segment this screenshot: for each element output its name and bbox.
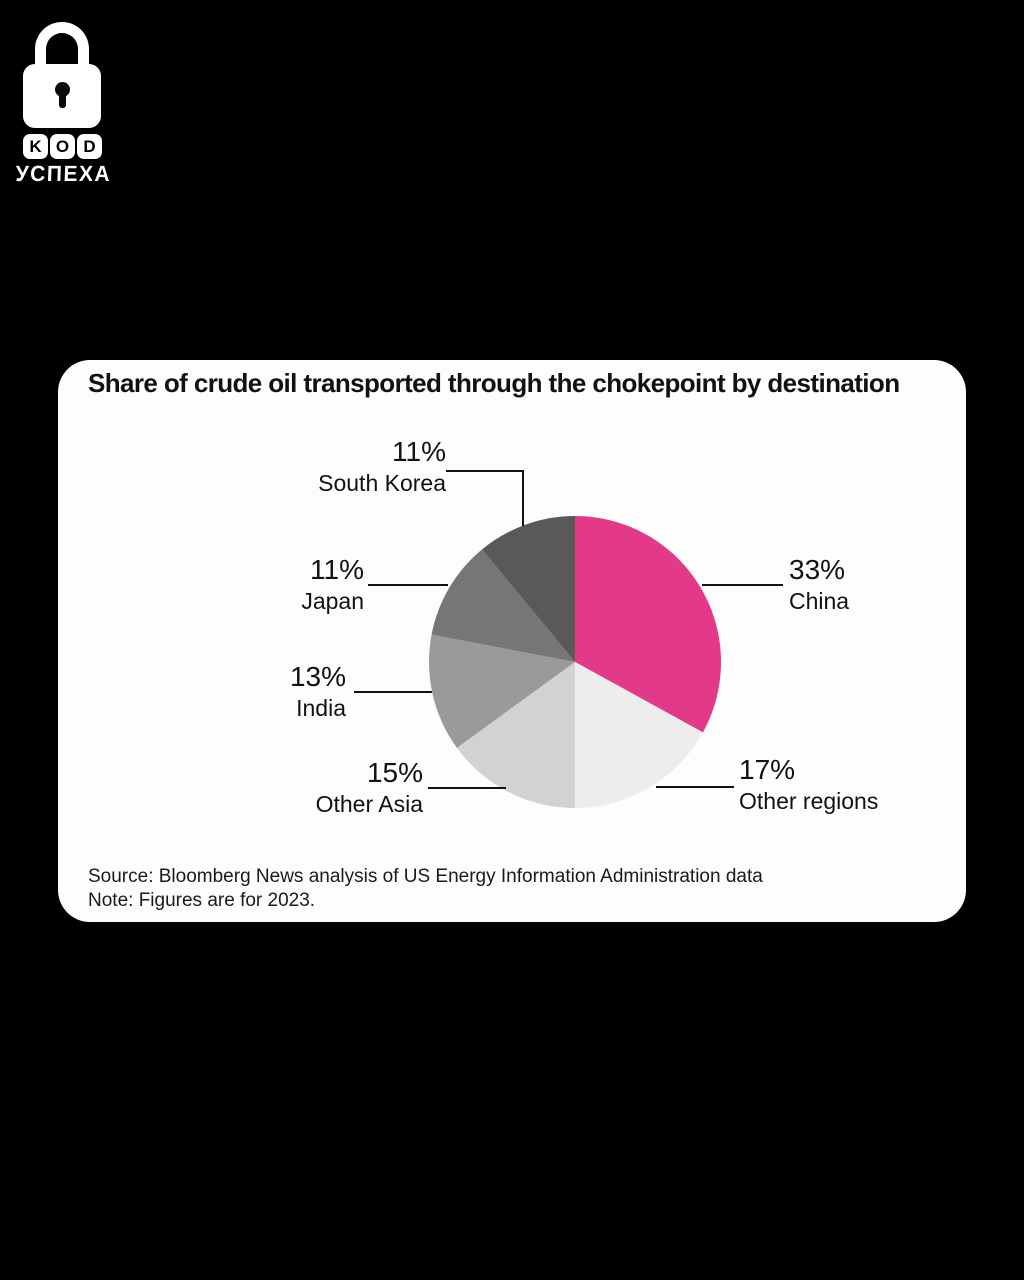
source-text: Source: Bloomberg News analysis of US En… (88, 866, 763, 887)
callout-line-china (702, 584, 783, 586)
callout-line-india (354, 691, 432, 693)
label-other-asia-name: Other Asia (315, 791, 423, 817)
logo-letter-k: K (23, 134, 48, 159)
pie-slice-china (575, 516, 722, 733)
label-japan: 11% Japan (301, 554, 364, 614)
pie-slice-india (429, 634, 575, 748)
pie-slice-other-asia (456, 662, 575, 808)
label-india-pct: 13% (289, 661, 346, 692)
label-south-korea: 11% South Korea (318, 436, 446, 496)
padlock-body (23, 64, 101, 128)
label-japan-name: Japan (301, 588, 364, 614)
keyhole-stem (58, 94, 66, 108)
padlock-shackle (35, 22, 89, 72)
pie-slice-other-regions (575, 662, 703, 808)
callout-line-other-asia (428, 787, 506, 789)
label-other-asia-pct: 15% (366, 757, 423, 788)
chart-card: Share of crude oil transported through t… (58, 360, 966, 922)
label-india: 13% India (290, 661, 346, 721)
pie-chart (429, 516, 722, 808)
callout-line-south-korea (446, 470, 524, 472)
pie-slice-south-korea (481, 516, 575, 662)
logo-subtitle: УСПЕХА (15, 162, 112, 187)
label-china: 33% China (789, 554, 849, 614)
label-china-pct: 33% (789, 554, 846, 585)
logo-letter-boxes: K O D (23, 134, 104, 159)
label-other-regions: 17% Other regions (739, 754, 878, 814)
label-japan-pct: 11% (310, 554, 364, 585)
label-south-korea-pct: 11% (392, 436, 446, 467)
label-other-regions-name: Other regions (739, 788, 879, 814)
padlock-icon (20, 22, 104, 130)
callout-line-japan (368, 584, 448, 586)
keyhole-icon (54, 82, 70, 97)
label-south-korea-name: South Korea (318, 470, 446, 496)
callout-line-other-regions (656, 786, 734, 788)
label-other-regions-pct: 17% (739, 754, 796, 785)
label-india-name: India (296, 695, 346, 721)
note-text: Note: Figures are for 2023. (88, 890, 316, 911)
chart-title: Share of crude oil transported through t… (88, 368, 900, 398)
logo: K O D УСПЕХА (15, 22, 112, 186)
pie-slice-japan (431, 549, 575, 662)
callout-line-south-korea-vertical (522, 470, 524, 526)
logo-letter-o: O (50, 134, 75, 159)
label-china-name: China (789, 588, 850, 614)
label-other-asia: 15% Other Asia (316, 757, 423, 817)
logo-letter-d: D (77, 134, 102, 159)
